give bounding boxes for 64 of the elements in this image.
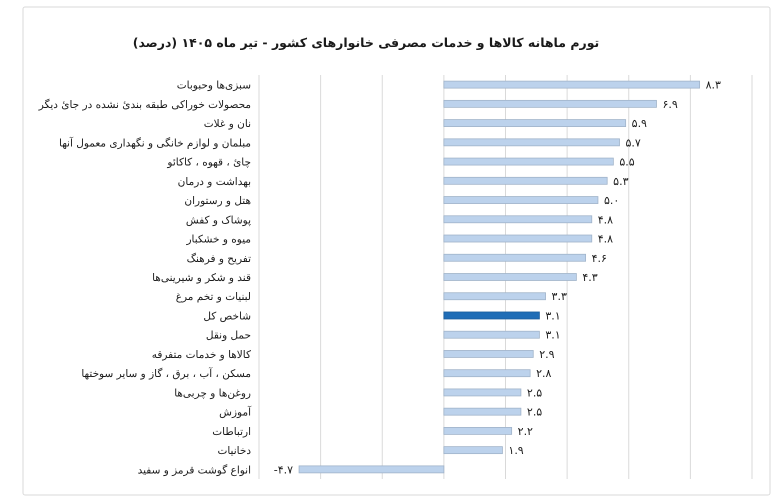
y-tick-label: نان و غلات xyxy=(204,118,251,130)
data-label: ۲.۵ xyxy=(526,386,542,400)
bar xyxy=(443,408,522,416)
y-tick-label: آموزش xyxy=(219,406,252,419)
data-label: ۳.۳ xyxy=(552,290,567,304)
bar xyxy=(443,119,626,127)
bar xyxy=(298,465,444,474)
data-label: ۵.۹ xyxy=(632,117,648,130)
data-label: ۵.۳ xyxy=(613,174,629,188)
y-tick-label: ارتباطات xyxy=(212,426,251,438)
bar xyxy=(443,427,512,435)
bar xyxy=(443,215,592,224)
data-label: ۵.۰ xyxy=(604,194,620,208)
y-tick-label: مبلمان و لوازم خانگی و نگهداری معمول آنها xyxy=(59,136,251,150)
bar xyxy=(443,138,620,146)
bar xyxy=(443,234,592,242)
chart-title: تورم ماهانه کالاها و خدمات مصرفی خانوارهای کشور - تیر ماه ۱۴۰۵ (درصد) xyxy=(132,35,600,51)
bar xyxy=(443,80,700,89)
data-label: -۴.۷ xyxy=(274,463,294,476)
bar xyxy=(443,254,586,262)
y-tick-label: محصولات خوراکی طبقه بندیٔ نشده در جایٔ دیگر xyxy=(38,98,251,111)
bar xyxy=(443,292,546,300)
bar xyxy=(443,350,534,358)
y-tick-label: انواع گوشت قرمز و سفید xyxy=(138,463,251,476)
bar xyxy=(443,330,540,339)
bar xyxy=(443,158,614,166)
y-tick-label: چایٔ ، قهوه ، کاکائو xyxy=(166,156,251,169)
y-tick-label: کالاها و خدمات متفرقه xyxy=(152,348,251,361)
y-tick-label: سبزی‌ها وحبوبات xyxy=(176,80,251,92)
bar xyxy=(443,100,657,108)
data-label: ۱.۹ xyxy=(508,444,524,458)
bar xyxy=(443,196,598,204)
bar xyxy=(443,388,522,396)
data-label: ۴.۶ xyxy=(592,252,607,265)
y-tick-label: روغن‌ها و چربی‌ها xyxy=(174,387,251,400)
data-label: ۴.۸ xyxy=(598,232,614,246)
bar xyxy=(443,273,577,281)
bar xyxy=(443,312,540,320)
y-tick-label: پوشاک و کفش xyxy=(186,214,252,226)
y-tick-label: لبنیات و تخم مرغ xyxy=(176,291,251,304)
data-label: ۵.۵ xyxy=(619,156,635,169)
y-tick-label: میوه و خشکبار xyxy=(185,234,251,246)
data-label: ۸.۳ xyxy=(706,78,722,92)
y-tick-label: دخانیات xyxy=(217,445,252,458)
y-tick-label: تفریح و فرهنگ xyxy=(186,252,252,265)
data-label: ۲.۲ xyxy=(518,424,534,438)
data-label: ۳.۱ xyxy=(545,328,561,342)
bar xyxy=(443,176,608,185)
data-label: ۲.۸ xyxy=(536,367,552,380)
bar xyxy=(443,446,503,454)
data-label: ۶.۹ xyxy=(662,98,678,111)
data-label: ۴.۳ xyxy=(582,271,598,284)
y-tick-label: بهداشت و درمان xyxy=(178,176,251,188)
data-label: ۲.۵ xyxy=(526,406,542,419)
y-tick-label: مسکن ، آب ، برق ، گاز و سایر سوختها xyxy=(81,367,251,380)
data-label: ۳.۱ xyxy=(545,309,561,322)
y-tick-label: شاخص کل xyxy=(203,310,251,322)
bar xyxy=(443,369,531,378)
y-tick-label: قند و شکر و شیرینی‌ها xyxy=(152,272,251,284)
y-tick-label: حمل ونقل xyxy=(206,330,251,342)
data-label: ۲.۹ xyxy=(539,348,555,361)
data-label: ۵.۷ xyxy=(626,136,641,150)
y-tick-label: هتل و رستوران xyxy=(184,195,251,208)
data-label: ۴.۸ xyxy=(598,213,614,226)
